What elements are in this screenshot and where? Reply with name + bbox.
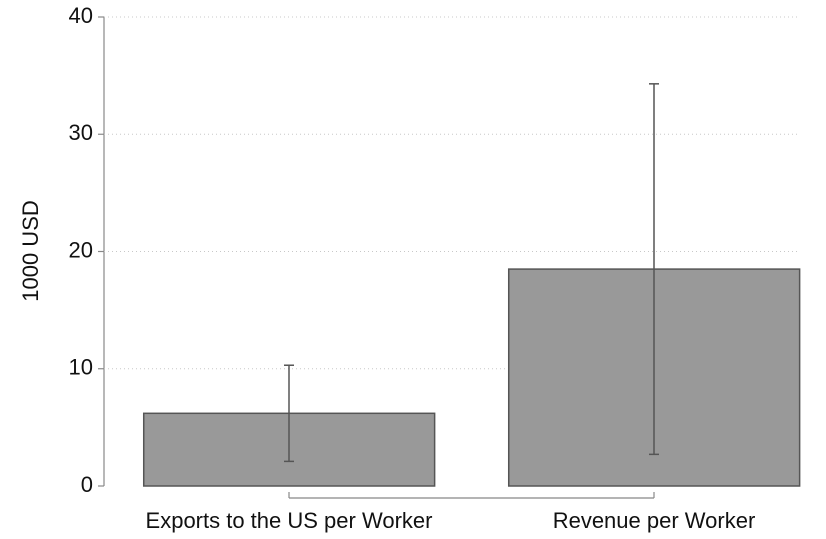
y-tick-label: 10 (69, 355, 93, 380)
y-tick-label: 0 (81, 472, 93, 497)
y-tick-label: 30 (69, 120, 93, 145)
y-tick-label: 40 (69, 3, 93, 28)
y-axis-label: 1000 USD (18, 200, 43, 302)
x-tick-label: Exports to the US per Worker (146, 508, 433, 533)
y-tick-label: 20 (69, 237, 93, 262)
x-tick-label: Revenue per Worker (553, 508, 756, 533)
